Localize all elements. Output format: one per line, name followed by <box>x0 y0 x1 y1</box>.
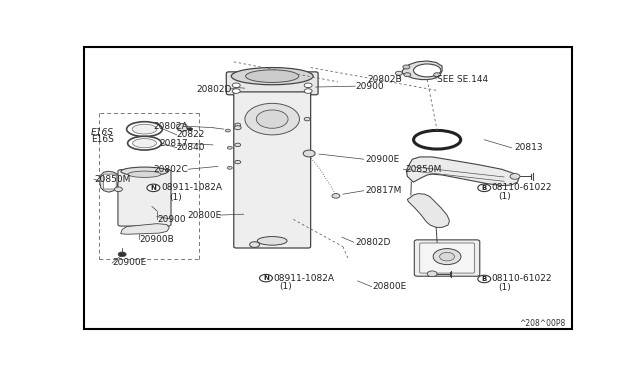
Circle shape <box>245 103 300 135</box>
Text: 20817: 20817 <box>159 139 188 148</box>
Text: 20900: 20900 <box>157 215 186 224</box>
Circle shape <box>260 275 273 282</box>
Circle shape <box>396 71 403 75</box>
Circle shape <box>235 143 241 147</box>
Polygon shape <box>408 193 449 227</box>
Circle shape <box>235 123 241 126</box>
Ellipse shape <box>128 171 161 177</box>
Circle shape <box>510 173 520 179</box>
Text: 08110-61022: 08110-61022 <box>492 275 552 283</box>
Circle shape <box>188 128 193 131</box>
Text: 20900E: 20900E <box>112 259 147 267</box>
Text: B: B <box>482 185 487 191</box>
FancyBboxPatch shape <box>414 240 480 276</box>
Polygon shape <box>403 61 442 80</box>
Text: 20900B: 20900B <box>140 235 174 244</box>
Polygon shape <box>121 224 169 234</box>
Circle shape <box>118 252 126 257</box>
Circle shape <box>304 89 312 93</box>
Text: (1): (1) <box>498 192 511 201</box>
Text: E16S: E16S <box>91 135 114 144</box>
Text: 08110-61022: 08110-61022 <box>492 183 552 192</box>
Text: 20802A: 20802A <box>154 122 188 131</box>
Text: (1): (1) <box>280 282 292 291</box>
FancyBboxPatch shape <box>420 243 474 273</box>
Ellipse shape <box>246 70 299 83</box>
Text: 20850M: 20850M <box>94 175 131 184</box>
Circle shape <box>227 166 232 169</box>
Text: N: N <box>263 275 269 281</box>
Circle shape <box>235 160 241 164</box>
Circle shape <box>234 126 241 130</box>
Circle shape <box>304 118 310 121</box>
Circle shape <box>404 73 411 77</box>
Text: 20817M: 20817M <box>365 186 401 195</box>
Ellipse shape <box>257 237 287 245</box>
Text: 20850M: 20850M <box>405 165 441 174</box>
Ellipse shape <box>413 131 461 149</box>
Circle shape <box>250 242 260 247</box>
FancyBboxPatch shape <box>227 72 318 95</box>
Circle shape <box>232 83 240 87</box>
Ellipse shape <box>132 124 157 134</box>
Circle shape <box>227 146 232 149</box>
Circle shape <box>433 248 461 264</box>
Text: 20900E: 20900E <box>365 155 399 164</box>
Circle shape <box>434 73 440 77</box>
Text: 20800E: 20800E <box>372 282 407 291</box>
Circle shape <box>478 275 491 283</box>
Ellipse shape <box>127 122 163 137</box>
Text: 20800E: 20800E <box>187 211 221 219</box>
Text: 20840: 20840 <box>177 143 205 152</box>
Circle shape <box>304 152 310 155</box>
Ellipse shape <box>413 64 441 77</box>
Text: 20813: 20813 <box>514 143 543 152</box>
Circle shape <box>147 184 160 192</box>
FancyBboxPatch shape <box>118 170 171 226</box>
Text: 08911-1082A: 08911-1082A <box>162 183 223 192</box>
Circle shape <box>232 89 240 93</box>
Circle shape <box>403 65 410 69</box>
Circle shape <box>303 150 315 157</box>
FancyBboxPatch shape <box>234 92 310 248</box>
Text: 20802C: 20802C <box>154 165 188 174</box>
Polygon shape <box>406 157 519 186</box>
Text: SEE SE.144: SEE SE.144 <box>437 74 488 83</box>
Circle shape <box>332 193 340 198</box>
Circle shape <box>440 252 454 261</box>
Text: ^208^00P8: ^208^00P8 <box>519 318 565 328</box>
Ellipse shape <box>132 139 156 148</box>
Circle shape <box>478 184 491 192</box>
Circle shape <box>304 83 312 87</box>
Text: 20900: 20900 <box>355 82 384 91</box>
Circle shape <box>428 271 437 277</box>
FancyBboxPatch shape <box>84 47 572 329</box>
Circle shape <box>115 187 122 192</box>
Ellipse shape <box>121 167 168 176</box>
Text: N: N <box>150 185 156 191</box>
Circle shape <box>225 129 230 132</box>
Text: B: B <box>482 276 487 282</box>
Text: E16S: E16S <box>91 128 114 137</box>
Polygon shape <box>177 124 188 131</box>
Text: (1): (1) <box>169 193 182 202</box>
Ellipse shape <box>231 68 313 85</box>
FancyBboxPatch shape <box>103 174 116 189</box>
Ellipse shape <box>127 136 161 150</box>
Circle shape <box>257 110 288 128</box>
Text: 08911-1082A: 08911-1082A <box>273 273 335 283</box>
Text: (1): (1) <box>498 283 511 292</box>
Polygon shape <box>100 171 118 192</box>
Text: 20802D: 20802D <box>355 238 390 247</box>
Text: 20802D: 20802D <box>196 84 231 93</box>
Text: 20822: 20822 <box>177 130 205 140</box>
Text: 20802B: 20802B <box>368 74 403 83</box>
